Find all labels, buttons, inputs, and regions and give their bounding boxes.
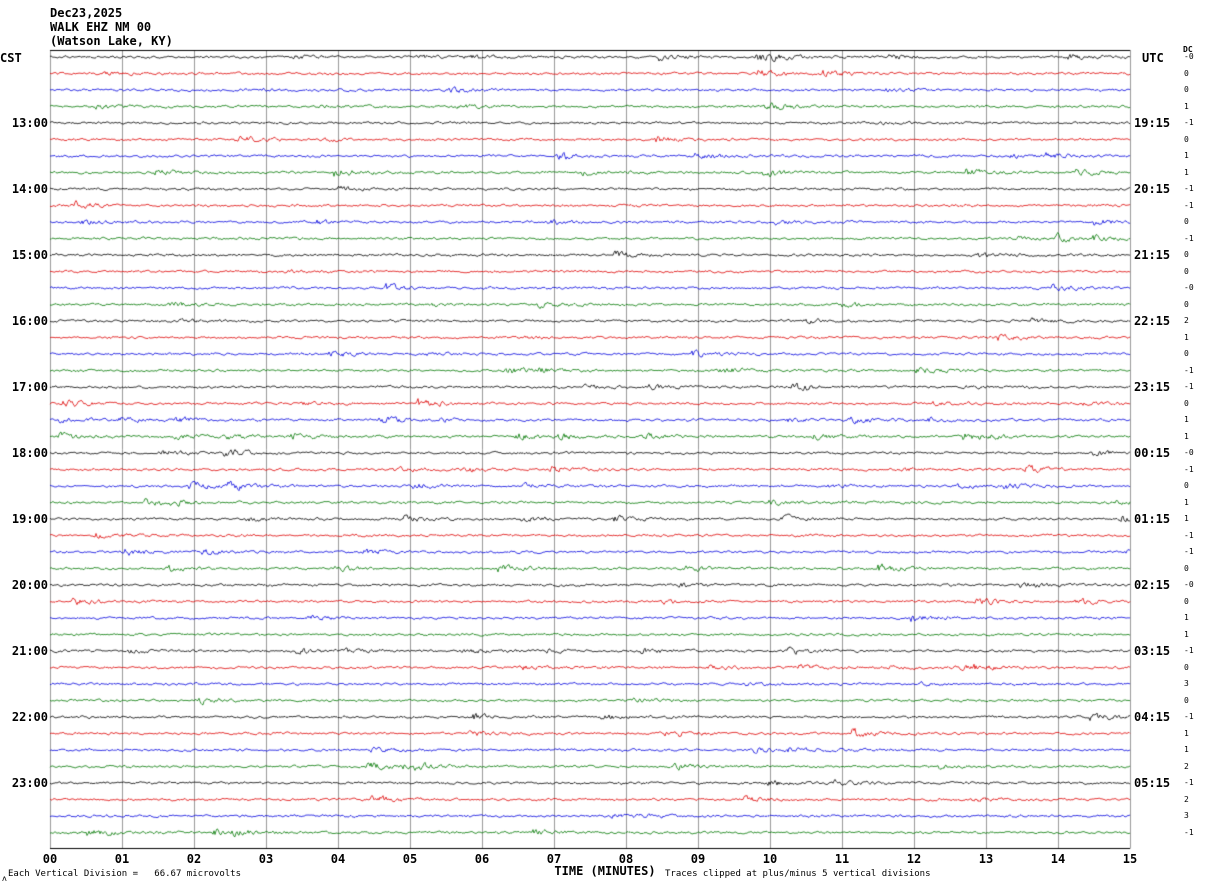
dc-offset-value: 3 <box>1184 811 1189 820</box>
dc-offset-value: 0 <box>1184 250 1189 259</box>
left-time-label: 20:00 <box>11 578 48 592</box>
right-time-label: 05:15 <box>1134 776 1171 790</box>
dc-offset-value: 0 <box>1184 134 1189 144</box>
dc-offset-value: 0 <box>1184 662 1189 672</box>
dc-offset-value: 1 <box>1184 745 1189 754</box>
dc-offset-value: -1 <box>1184 827 1194 837</box>
x-axis-tick-label: 14 <box>1050 852 1066 866</box>
dc-offset-value: 1 <box>1184 514 1189 523</box>
x-axis-tick-label: 09 <box>690 852 706 866</box>
x-axis-tick-label: 07 <box>546 852 562 866</box>
footer-clip-note: Traces clipped at plus/minus 5 vertical … <box>665 869 931 879</box>
dc-offset-value: 1 <box>1184 629 1189 639</box>
dc-offset-value: -1 <box>1184 233 1194 243</box>
dc-offset-value: 1 <box>1184 332 1189 342</box>
dc-offset-value: -1 <box>1184 184 1194 193</box>
dc-offset-value: 0 <box>1184 349 1189 358</box>
left-time-label: 13:00 <box>11 116 48 130</box>
right-time-label: 00:15 <box>1134 446 1171 460</box>
dc-offset-value: 0 <box>1184 266 1189 276</box>
left-time-label: 14:00 <box>11 182 48 196</box>
dc-offset-value: 0 <box>1184 68 1189 78</box>
dc-offset-value: -1 <box>1184 712 1194 721</box>
x-axis-label: TIME (MINUTES) <box>554 864 656 878</box>
dc-offset-value: 2 <box>1184 761 1189 771</box>
dc-offset-value: 1 <box>1184 167 1189 177</box>
right-time-label: 03:15 <box>1134 644 1171 658</box>
left-time-label: 17:00 <box>11 380 48 394</box>
dc-offset-value: 0 <box>1184 695 1189 705</box>
right-time-label: 04:15 <box>1134 710 1171 724</box>
x-axis-tick-label: 13 <box>978 852 994 866</box>
x-axis-tick-label: 06 <box>474 852 490 866</box>
dc-offset-value: -1 <box>1184 200 1194 210</box>
title-station: WALK EHZ NM 00 <box>50 20 152 34</box>
x-axis-tick-label: 05 <box>402 852 418 866</box>
right-time-label: 21:15 <box>1134 248 1171 262</box>
dc-offset-value: 1 <box>1184 101 1189 111</box>
left-axis-header: CST <box>0 51 22 65</box>
x-axis-tick-label: 15 <box>1122 852 1138 866</box>
dc-offset-value: 1 <box>1184 613 1189 622</box>
dc-column-header: DC <box>1183 45 1193 54</box>
x-axis-tick-label: 02 <box>186 852 202 866</box>
dc-offset-value: -1 <box>1184 464 1194 474</box>
x-axis-tick-label: 12 <box>906 852 922 866</box>
dc-offset-value: -1 <box>1184 646 1194 655</box>
left-time-label: 19:00 <box>11 512 48 526</box>
x-axis-tick-label: 11 <box>834 852 850 866</box>
dc-offset-value: 2 <box>1184 316 1189 325</box>
dc-offset-value: -1 <box>1184 118 1194 127</box>
x-axis-tick-label: 04 <box>330 852 346 866</box>
dc-offset-value: 0 <box>1184 398 1189 408</box>
corner-mark: ʌ <box>2 874 7 883</box>
x-axis-tick-label: 10 <box>762 852 778 866</box>
title-location: (Watson Lake, KY) <box>50 34 173 48</box>
title-date: Dec23,2025 <box>50 6 123 20</box>
left-time-label: 22:00 <box>11 710 48 724</box>
dc-offset-value: 0 <box>1184 299 1189 309</box>
dc-offset-value: -0 <box>1184 448 1194 457</box>
footer-scale-note: Each Vertical Division = 66.67 microvolt… <box>8 869 241 879</box>
dc-offset-value: -1 <box>1184 365 1194 375</box>
dc-offset-value: 2 <box>1184 794 1189 804</box>
dc-offset-value: 0 <box>1184 85 1189 94</box>
dc-offset-value: 1 <box>1184 431 1189 441</box>
right-time-label: 02:15 <box>1134 578 1171 592</box>
right-time-label: 01:15 <box>1134 512 1171 526</box>
dc-offset-value: -0 <box>1184 52 1194 61</box>
dc-offset-value: -1 <box>1184 530 1194 540</box>
dc-offset-value: -1 <box>1184 778 1194 787</box>
dc-offset-value: 0 <box>1184 481 1189 490</box>
x-axis-tick-label: 01 <box>114 852 130 866</box>
x-axis-tick-label: 08 <box>618 852 634 866</box>
dc-offset-value: -0 <box>1184 580 1194 589</box>
left-time-label: 16:00 <box>11 314 48 328</box>
right-axis-header: UTC <box>1142 51 1164 65</box>
dc-offset-value: 3 <box>1184 679 1189 688</box>
dc-offset-value: 1 <box>1184 415 1189 424</box>
left-time-label: 23:00 <box>11 776 48 790</box>
dc-offset-value: 0 <box>1184 217 1189 226</box>
dc-offset-value: -1 <box>1184 547 1194 556</box>
dc-offset-value: -1 <box>1184 382 1194 391</box>
left-time-label: 18:00 <box>11 446 48 460</box>
x-axis-tick-label: 03 <box>258 852 274 866</box>
dc-offset-value: 1 <box>1184 728 1189 738</box>
dc-offset-value: 1 <box>1184 151 1189 160</box>
left-time-label: 15:00 <box>11 248 48 262</box>
right-time-label: 19:15 <box>1134 116 1171 130</box>
dc-offset-value: 0 <box>1184 596 1189 606</box>
right-time-label: 23:15 <box>1134 380 1171 394</box>
right-time-label: 20:15 <box>1134 182 1171 196</box>
dc-offset-value: 0 <box>1184 563 1189 573</box>
dc-offset-value: 1 <box>1184 497 1189 507</box>
dc-offset-value: -0 <box>1184 283 1194 292</box>
x-axis-tick-label: 00 <box>42 852 58 866</box>
right-time-label: 22:15 <box>1134 314 1171 328</box>
left-time-label: 21:00 <box>11 644 48 658</box>
